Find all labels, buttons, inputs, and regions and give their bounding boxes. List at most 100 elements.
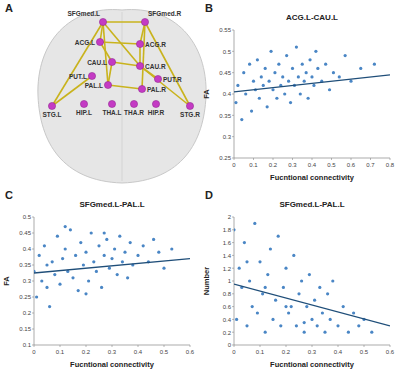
edge [103,21,145,23]
point [281,75,284,78]
x-tick-label: 0.1 [256,349,265,355]
point [53,273,56,276]
point [248,279,251,282]
x-axis-label: Fucntional connectivity [70,360,155,369]
point [64,225,67,228]
panel-letter: A [5,2,13,14]
point [268,80,271,83]
point [103,231,106,234]
x-tick-label: 0.1 [56,349,65,355]
edge [140,66,190,106]
y-tick-label: 0.25 [219,155,231,161]
point [347,331,350,334]
x-tick-label: 0.4 [134,349,143,355]
point [299,92,302,95]
point [84,292,87,295]
point [256,311,259,314]
marks [234,45,390,121]
point [314,50,317,53]
point [116,273,119,276]
point [291,67,294,70]
node-label: PAL.R [147,86,166,93]
fit-line [34,259,190,273]
point [126,276,129,279]
point [253,222,256,225]
y-tick-label: 0.55 [219,27,231,33]
point [74,254,77,257]
y-tick-label: 0.45 [19,230,31,236]
point [310,75,313,78]
node-label: STG.L [42,111,61,118]
point [277,235,280,238]
point [332,71,335,74]
x-tick-label: 0.5 [360,349,369,355]
fit-line [234,75,390,92]
x-axis-label: Fucntional connectivity [270,360,355,369]
point [274,299,277,302]
x-tick-label: 0.3 [108,349,117,355]
y-tick-label: 0.1 [23,342,32,348]
point [289,101,292,104]
y-tick-label: 0.45 [219,70,231,76]
node [136,40,143,47]
node-label: PUT.R [163,76,182,83]
point [238,267,241,270]
point [264,67,267,70]
point [258,260,261,263]
point [344,54,347,57]
node-label: SFGmed.L [67,10,100,17]
point [35,295,38,298]
x-axis [234,158,390,159]
point [287,311,290,314]
point [108,267,111,270]
point [97,244,100,247]
point [236,84,239,87]
panel-letter: B [205,2,213,14]
point [123,251,126,254]
point [275,97,278,100]
brain-network: ASFGmed.LSFGmed.RACG.LACG.RCAU.LCAU.RPUT… [5,2,206,183]
point [113,247,116,250]
marks [234,222,390,334]
point [103,254,106,257]
y-tick-label: 0.4 [223,91,232,97]
node [99,18,106,25]
x-tick-label: 0.3 [288,162,297,168]
point [260,75,263,78]
point [277,63,280,66]
point [61,257,64,260]
node [186,102,193,109]
point [273,71,276,74]
point [323,331,326,334]
point [142,244,145,247]
point [252,80,255,83]
x-tick-label: 0.3 [308,349,317,355]
y-tick-label: 0.2 [223,330,232,336]
y-tick-label: 0.2 [23,310,32,316]
x-tick-label: 0.2 [82,349,91,355]
node [88,72,95,79]
point [292,254,295,257]
y-tick-label: 0.6 [223,304,232,310]
point [250,109,253,112]
y-tick-label: 1 [228,278,232,284]
fit-line [234,284,390,326]
node [154,75,161,82]
point [295,45,298,48]
point [297,75,300,78]
point [58,283,61,286]
point [352,311,355,314]
chart-title: SFGmed.L-PAL.L [279,200,344,209]
x-tick-label: 0.6 [347,162,356,168]
point [370,331,373,334]
point [282,286,285,289]
point [310,318,313,321]
y-axis [234,30,235,158]
point [342,305,345,308]
point [262,84,265,87]
point [256,58,259,61]
y-tick-label: 0.4 [23,246,32,252]
point [284,305,287,308]
point [79,241,82,244]
point [284,267,287,270]
